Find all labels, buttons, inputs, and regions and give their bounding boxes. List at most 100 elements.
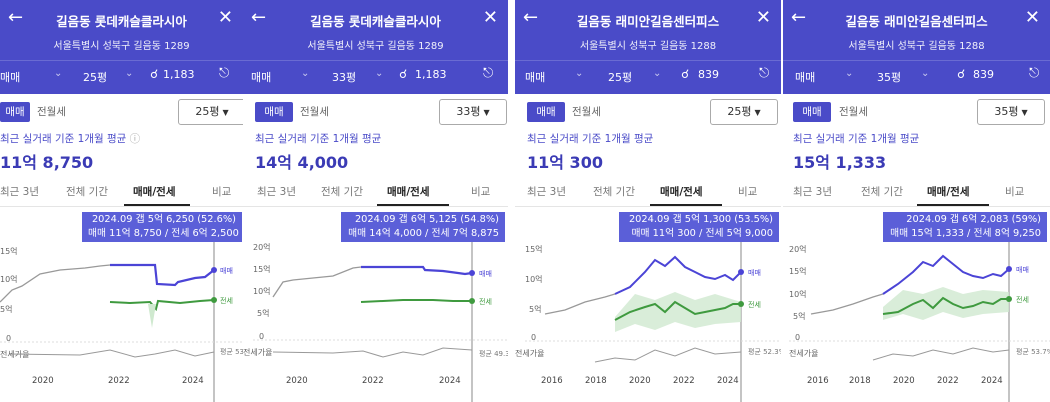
x-tick: 2022: [937, 376, 959, 386]
tab-rent[interactable]: 전월세: [300, 106, 329, 118]
active-tab-underline: [917, 204, 989, 206]
size-filter[interactable]: 25평: [608, 71, 633, 84]
close-icon[interactable]: ✕: [482, 7, 498, 28]
jeonse-range: [615, 292, 741, 332]
chevron-down-icon[interactable]: ⌄: [653, 68, 662, 79]
size-filter[interactable]: 35평: [877, 71, 902, 84]
period-sale-jeonse[interactable]: 매매/전세: [133, 186, 176, 198]
trade-type-filter[interactable]: 매매: [251, 71, 272, 84]
period-sale-jeonse[interactable]: 매매/전세: [927, 186, 970, 198]
chevron-down-icon[interactable]: ⌄: [575, 68, 584, 79]
period-recent-3y[interactable]: 최근 3년: [257, 186, 296, 198]
bell-icon[interactable]: ⎋: [759, 66, 770, 81]
pyeong-select[interactable]: 35평 ▼: [977, 99, 1045, 125]
chevron-down-icon[interactable]: ⌄: [845, 68, 854, 79]
jeonse-point: [469, 298, 475, 304]
tab-rent[interactable]: 전월세: [839, 106, 868, 118]
x-tick: 2016: [807, 376, 829, 386]
close-icon[interactable]: ✕: [1024, 7, 1040, 28]
period-sale-jeonse[interactable]: 매매/전세: [387, 186, 430, 198]
period-all[interactable]: 전체 기간: [593, 186, 635, 198]
jeonse-tag: 전세: [1016, 295, 1029, 304]
period-compare[interactable]: 비교: [212, 186, 232, 198]
pyeong-select[interactable]: 25평 ▼: [178, 99, 243, 125]
back-arrow-icon[interactable]: ←: [523, 7, 539, 28]
bell-icon[interactable]: ⎋: [219, 66, 230, 81]
pyeong-value: 25평: [727, 105, 752, 118]
listing-count: 1,183: [163, 68, 195, 81]
sale-tag: 매매: [748, 269, 761, 277]
bell-icon[interactable]: ⎋: [1029, 66, 1040, 81]
close-icon[interactable]: ✕: [217, 7, 233, 28]
search-icon[interactable]: ☌: [150, 67, 159, 81]
sale-point: [211, 267, 217, 273]
tab-sale[interactable]: 매매: [793, 102, 831, 122]
avg-price: 11억 8,750: [0, 153, 94, 172]
search-icon[interactable]: ☌: [681, 67, 690, 81]
sale-tag: 매매: [1016, 266, 1029, 274]
chevron-down-icon[interactable]: ⌄: [301, 68, 310, 79]
chevron-down-icon[interactable]: ⌄: [375, 68, 384, 79]
period-all[interactable]: 전체 기간: [321, 186, 363, 198]
trade-type-filter[interactable]: 매매: [525, 71, 546, 84]
close-icon[interactable]: ✕: [755, 7, 771, 28]
period-compare[interactable]: 비교: [738, 186, 758, 198]
tab-sale[interactable]: 매매: [255, 102, 293, 122]
period-compare[interactable]: 비교: [471, 186, 491, 198]
tooltip-gap: 2024.09 갭 6억 2,083 (59%): [906, 214, 1041, 225]
tab-sale[interactable]: 매매: [527, 102, 565, 122]
tab-rent[interactable]: 전월세: [572, 106, 601, 118]
size-filter[interactable]: 33평: [332, 71, 357, 84]
pyeong-value: 33평: [456, 105, 481, 118]
period-compare[interactable]: 비교: [1005, 186, 1025, 198]
jeonse-point: [1006, 296, 1012, 302]
filter-bar: 매매 ⌄ 25평 ⌄ ☌ 1,183 ⎋: [0, 60, 243, 91]
y-tick: 20억: [253, 242, 271, 252]
chevron-down-icon[interactable]: ⌄: [921, 68, 930, 79]
trade-type-filter[interactable]: 매매: [795, 71, 816, 84]
active-tab-underline: [650, 204, 722, 206]
period-recent-3y[interactable]: 최근 3년: [793, 186, 832, 198]
pyeong-select[interactable]: 33평 ▼: [439, 99, 507, 125]
bell-icon[interactable]: ⎋: [483, 66, 494, 81]
period-sale-jeonse[interactable]: 매매/전세: [660, 186, 703, 198]
price-chart: 20억 15억 10억 5억 0 매매 전세 전세가율 평균 53.7% 201…: [789, 242, 1050, 402]
back-arrow-icon[interactable]: ←: [251, 7, 267, 28]
price-chart: 15억 10억 5억 0 매매 전세 전세가율 평균 53.7% 2020 20…: [0, 242, 243, 402]
jeonse-point: [211, 297, 217, 303]
tooltip-prices: 매매 11억 8,750 / 전세 6억 2,500: [88, 228, 239, 239]
chevron-down-icon[interactable]: ⌄: [125, 68, 134, 79]
address: 서울특별시 성북구 길음동 1288: [579, 41, 717, 52]
ratio-tag: 평균 52.3%: [748, 347, 781, 356]
back-arrow-icon[interactable]: ←: [8, 7, 24, 28]
tab-rent[interactable]: 전월세: [37, 106, 66, 118]
search-icon[interactable]: ☌: [957, 67, 966, 81]
back-arrow-icon[interactable]: ←: [791, 7, 807, 28]
period-all[interactable]: 전체 기간: [66, 186, 108, 198]
y-tick: 15억: [253, 264, 271, 274]
period-tabs: 최근 3년 전체 기간 매매/전세 비교: [0, 184, 243, 207]
x-tick: 2018: [849, 376, 871, 386]
tooltip-prices: 매매 14억 4,000 / 전세 7억 8,875: [348, 228, 499, 239]
period-all[interactable]: 전체 기간: [861, 186, 903, 198]
jeonse-tag: 전세: [220, 296, 233, 305]
pyeong-select[interactable]: 25평 ▼: [710, 99, 778, 125]
jeonse-line: [360, 299, 472, 303]
trade-type-filter[interactable]: 매매: [0, 71, 21, 84]
price-tooltip: 2024.09 갭 6억 5,125 (54.8%) 매매 14억 4,000 …: [341, 212, 505, 242]
sale-tag: 매매: [220, 267, 233, 275]
tab-sale[interactable]: 매매: [0, 102, 30, 122]
size-filter[interactable]: 25평: [83, 71, 108, 84]
period-recent-3y[interactable]: 최근 3년: [527, 186, 566, 198]
history-line: [544, 293, 616, 315]
address: 서울특별시 성북구 길음동 1289: [53, 41, 190, 52]
search-icon[interactable]: ☌: [399, 67, 408, 81]
x-tick: 2020: [32, 376, 54, 386]
panel-2: ← 길음동 롯데캐슬클라시아 ✕ 서울특별시 성북구 길음동 1289 매매 ⌄…: [243, 0, 508, 402]
listing-count: 839: [698, 68, 719, 81]
period-recent-3y[interactable]: 최근 3년: [0, 186, 39, 198]
period-tabs: 최근 3년 전체 기간 매매/전세 비교: [515, 184, 781, 207]
avg-price: 11억 300: [527, 153, 603, 172]
chevron-down-icon[interactable]: ⌄: [54, 68, 63, 79]
y-tick: 5억: [257, 308, 269, 318]
